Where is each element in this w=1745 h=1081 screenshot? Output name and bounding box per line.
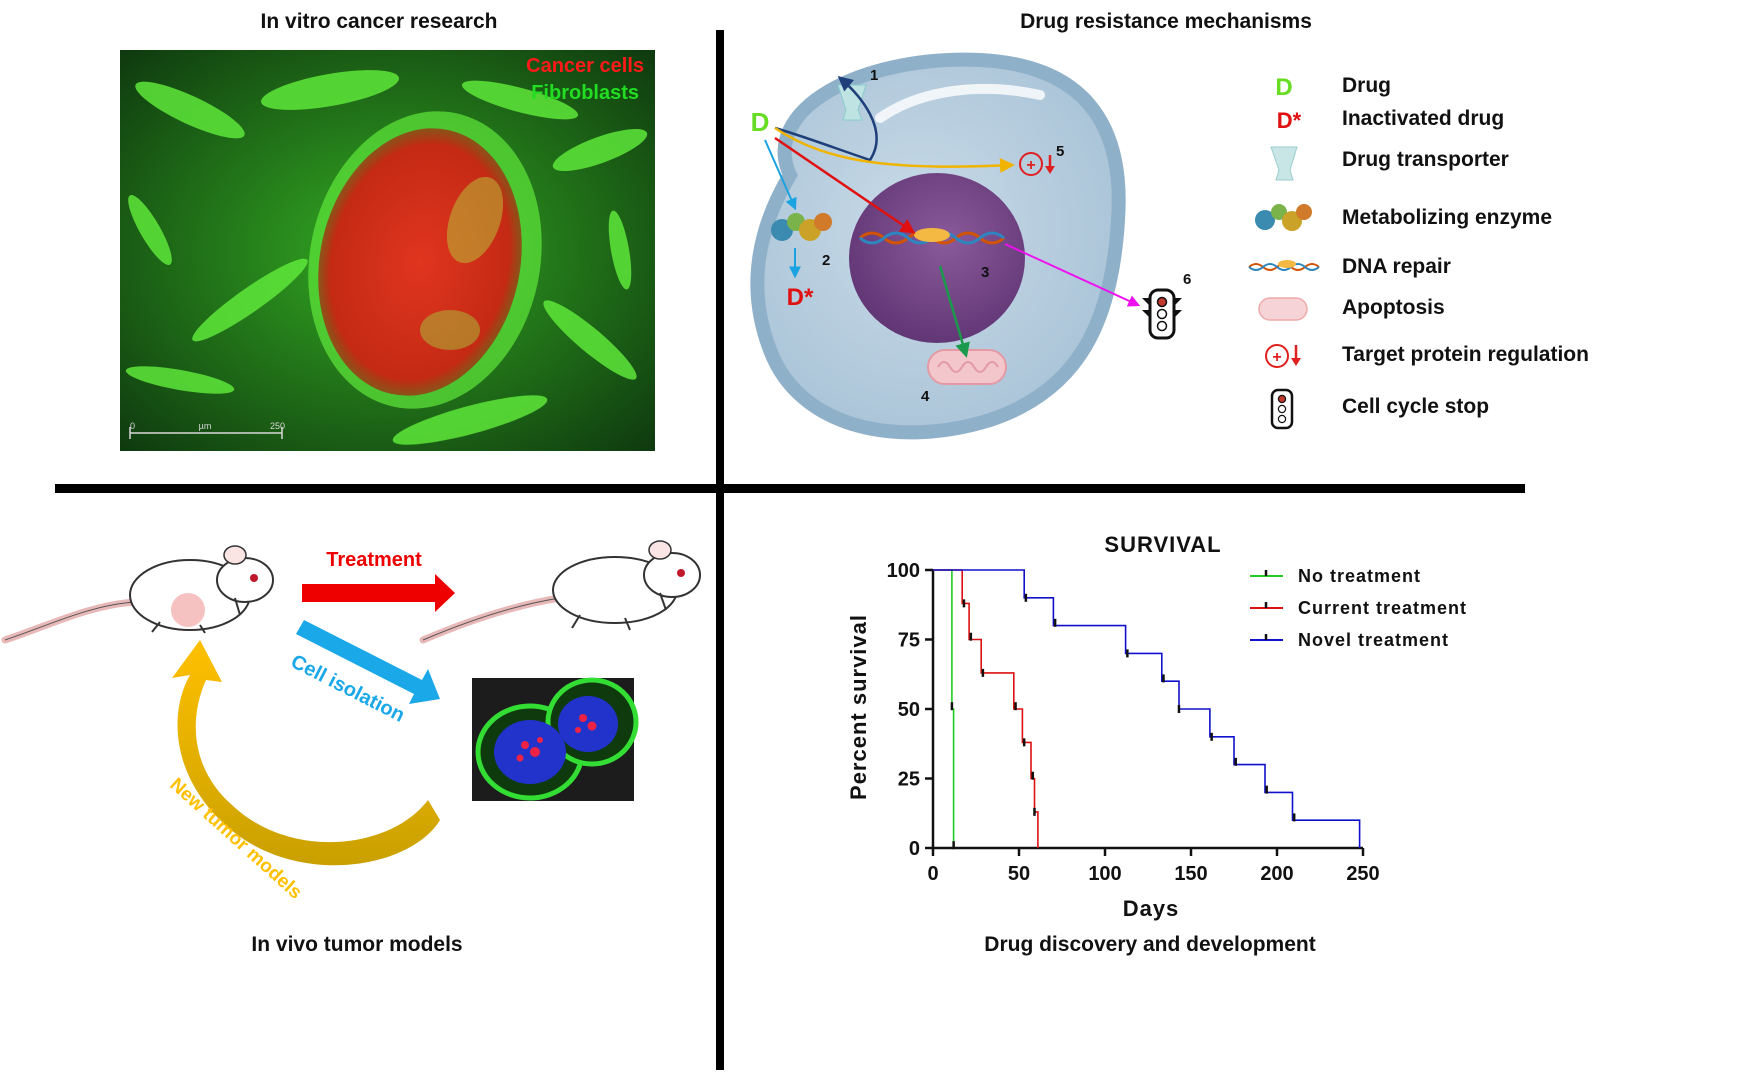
- panel-title-invitro: In vitro cancer research: [261, 10, 498, 33]
- inactivated-drug-symbol: D*: [787, 284, 814, 311]
- legend-label-enzyme: Metabolizing enzyme: [1342, 206, 1552, 229]
- y-tick-label: 100: [887, 560, 920, 582]
- dna-strand-icon: [859, 228, 1005, 245]
- label-fibroblasts: Fibroblasts: [531, 82, 639, 104]
- mech-num-1: 1: [870, 67, 878, 84]
- x-tick-label: 100: [1088, 863, 1121, 885]
- series-line-novel-treatment: [933, 569, 1361, 848]
- mitochondrion-icon: [927, 349, 1007, 385]
- legend-transporter-icon: [1270, 146, 1298, 181]
- legend-label-novel-treatment: Novel treatment: [1298, 630, 1449, 650]
- chart-series-group: [933, 569, 1361, 850]
- series-line-current-treatment: [933, 569, 1039, 848]
- legend-inactivated-symbol: D*: [1277, 108, 1302, 133]
- legend-apoptosis-icon: [1258, 297, 1308, 321]
- survival-chart: SURVIVAL Days Percent survival 0 50 100 150…: [846, 532, 1467, 921]
- mechanism-legend: D D* + Drug: [1248, 74, 1589, 430]
- x-tick-label: 200: [1260, 863, 1293, 885]
- cell-isolation-arrow: [296, 620, 440, 704]
- mech-num-6: 6: [1183, 271, 1191, 288]
- legend-label-target: Target protein regulation: [1342, 343, 1589, 366]
- x-tick-label: 50: [1008, 863, 1030, 885]
- treatment-label: Treatment: [326, 549, 422, 571]
- mouse-cured-icon: [419, 540, 701, 644]
- legend-label-transporter: Drug transporter: [1342, 148, 1509, 171]
- y-tick-label: 75: [898, 630, 920, 652]
- mouse-with-tumor-icon: [1, 545, 274, 644]
- isolation-label: Cell isolation: [287, 651, 408, 727]
- traffic-light-icon: [1142, 288, 1182, 340]
- transporter-in-membrane-icon: [837, 84, 867, 121]
- legend-label-no-treatment: No treatment: [1298, 566, 1421, 586]
- label-cancer-cells: Cancer cells: [526, 55, 644, 77]
- scale-unit: µm: [199, 421, 212, 431]
- nucleus: [849, 173, 1025, 343]
- mech-num-2: 2: [822, 252, 830, 269]
- new-models-arrow: [172, 640, 440, 866]
- cell-diagram: +: [750, 52, 1182, 440]
- scale-bar: 0 µm 250: [129, 421, 285, 439]
- legend-label-drug: Drug: [1342, 74, 1391, 97]
- legend-dna-icon: [1248, 260, 1320, 271]
- svg-text:+: +: [1026, 157, 1035, 174]
- isolated-cells-image: [472, 677, 639, 801]
- panel-title-discovery: Drug discovery and development: [984, 933, 1315, 956]
- legend-label-inactivated: Inactivated drug: [1342, 107, 1504, 130]
- enzyme-complex-icon: [771, 213, 832, 241]
- mech-num-3: 3: [981, 264, 989, 281]
- x-tick-label: 0: [927, 863, 938, 885]
- y-tick-label: 25: [898, 769, 920, 791]
- legend-enzyme-icon: [1255, 204, 1312, 231]
- mech-num-5: 5: [1056, 143, 1064, 160]
- treatment-arrow: [302, 574, 455, 612]
- micrograph-image: [120, 50, 655, 451]
- legend-label-cellcycle: Cell cycle stop: [1342, 395, 1489, 418]
- drug-symbol: D: [751, 107, 770, 137]
- legend-label-dna: DNA repair: [1342, 255, 1451, 278]
- svg-text:+: +: [1272, 349, 1281, 366]
- y-tick-label: 50: [898, 699, 920, 721]
- scale-end: 250: [270, 421, 285, 431]
- legend-label-current-treatment: Current treatment: [1298, 598, 1467, 618]
- series-line-no-treatment: [933, 569, 955, 848]
- panel-title-invivo: In vivo tumor models: [251, 933, 462, 956]
- y-tick-label: 0: [909, 838, 920, 860]
- target-protein-icon: +: [1019, 152, 1055, 176]
- scale-start: 0: [130, 421, 135, 431]
- mech-num-4: 4: [921, 388, 930, 405]
- x-tick-label: 150: [1174, 863, 1207, 885]
- panel-title-resistance: Drug resistance mechanisms: [1020, 10, 1312, 33]
- vertical-divider: [716, 30, 724, 1070]
- chart-y-axis-label: Percent survival: [846, 614, 871, 800]
- legend-label-apoptosis: Apoptosis: [1342, 296, 1445, 319]
- horizontal-divider: [55, 484, 1525, 493]
- chart-axes: 0 50 100 150 200 250 0 25 50 75 100: [887, 560, 1380, 885]
- legend-traffic-icon: [1270, 388, 1294, 430]
- chart-legend: No treatment Current treatment Novel treat…: [1250, 566, 1467, 650]
- chart-x-axis-label: Days: [1123, 896, 1180, 921]
- chart-title: SURVIVAL: [1104, 532, 1221, 557]
- legend-drug-symbol: D: [1275, 74, 1292, 101]
- legend-target-icon: +: [1265, 344, 1301, 368]
- x-tick-label: 250: [1346, 863, 1379, 885]
